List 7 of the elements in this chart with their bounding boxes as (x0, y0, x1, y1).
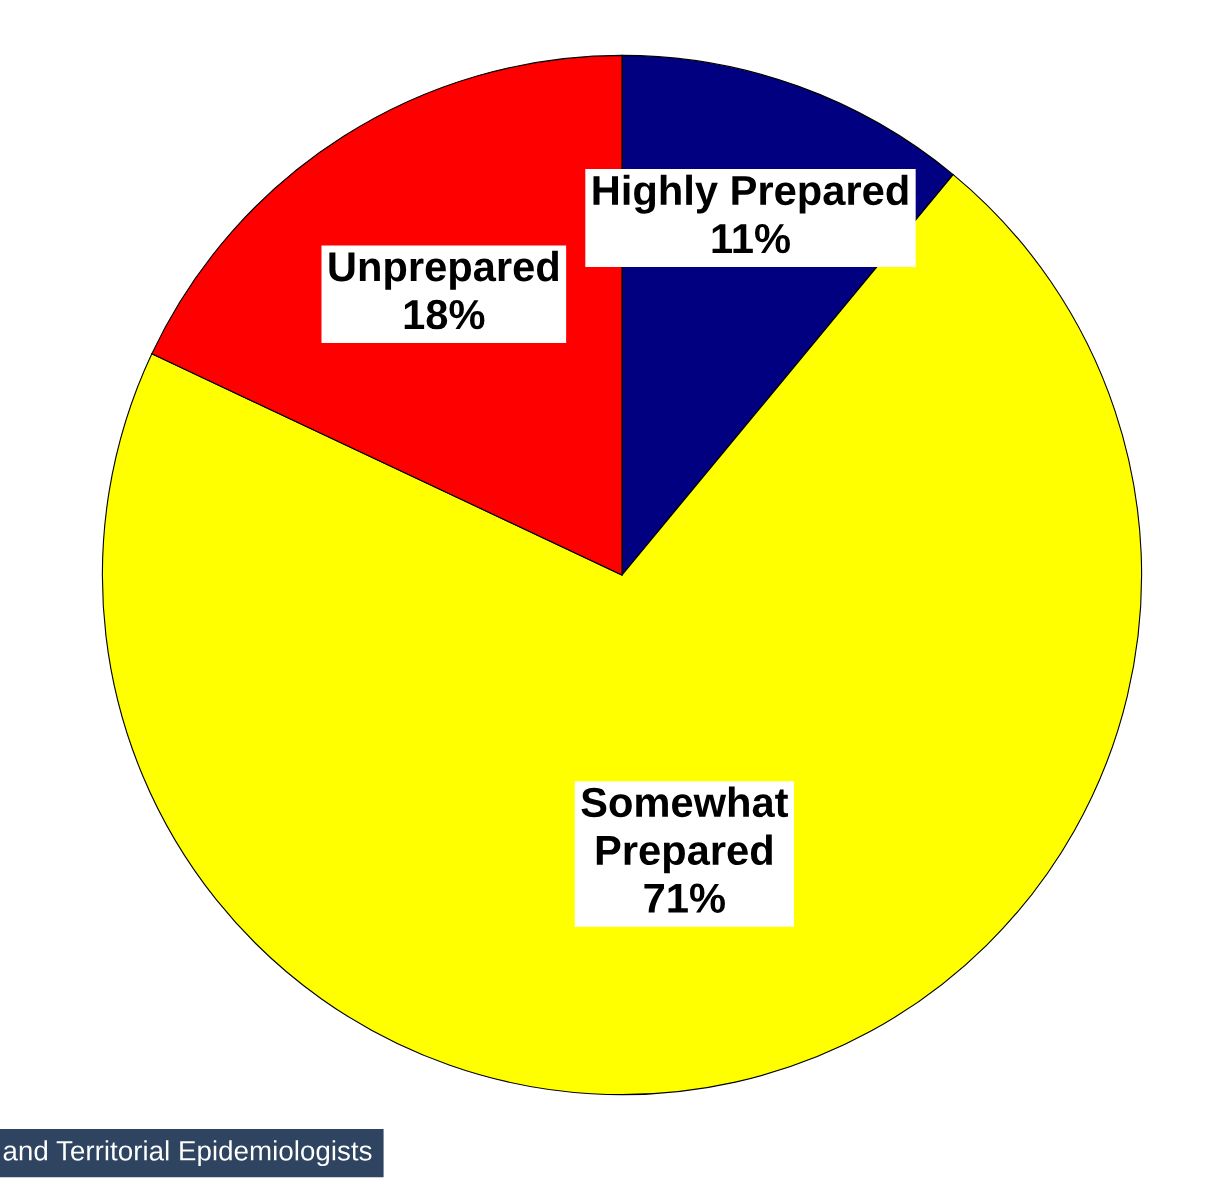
data-label: 71% (644, 883, 725, 913)
slice-label: Highly Prepared (593, 174, 908, 214)
text: and Territorial Epidemiologists (3, 1140, 372, 1167)
slice-label: Somewhat Prepared (581, 786, 789, 874)
data-label: 11% (712, 223, 790, 254)
slice-label: Unprepared (329, 250, 558, 290)
data-label: 18% (404, 299, 485, 330)
